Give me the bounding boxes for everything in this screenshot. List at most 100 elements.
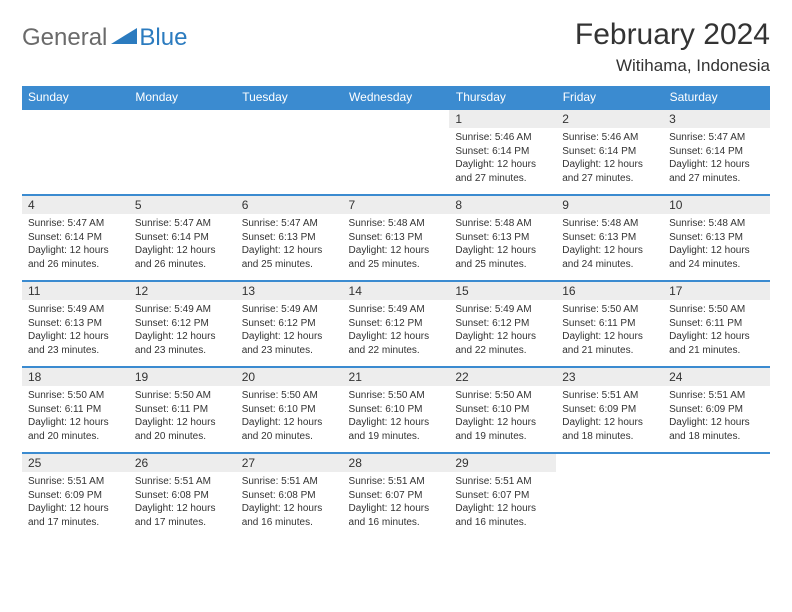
day-cell: 25Sunrise: 5:51 AMSunset: 6:09 PMDayligh… [22,453,129,539]
week-row: 25Sunrise: 5:51 AMSunset: 6:09 PMDayligh… [22,453,770,539]
sunset-line: Sunset: 6:07 PM [455,489,550,503]
logo-text-blue: Blue [139,24,187,52]
day-details: Sunrise: 5:51 AMSunset: 6:08 PMDaylight:… [129,472,236,533]
week-row: 1Sunrise: 5:46 AMSunset: 6:14 PMDaylight… [22,109,770,195]
sunrise-line: Sunrise: 5:50 AM [135,389,230,403]
daylight-line: Daylight: 12 hours and 19 minutes. [455,416,550,443]
sunrise-line: Sunrise: 5:50 AM [455,389,550,403]
weekday-header-row: Sunday Monday Tuesday Wednesday Thursday… [22,86,770,109]
day-number: 1 [449,110,556,128]
day-cell: 5Sunrise: 5:47 AMSunset: 6:14 PMDaylight… [129,195,236,281]
day-details: Sunrise: 5:46 AMSunset: 6:14 PMDaylight:… [556,128,663,189]
weekday-header: Wednesday [343,86,450,109]
sunrise-line: Sunrise: 5:48 AM [669,217,764,231]
day-details: Sunrise: 5:50 AMSunset: 6:11 PMDaylight:… [556,300,663,361]
sunset-line: Sunset: 6:14 PM [562,145,657,159]
sunset-line: Sunset: 6:09 PM [28,489,123,503]
daylight-line: Daylight: 12 hours and 16 minutes. [455,502,550,529]
day-details: Sunrise: 5:48 AMSunset: 6:13 PMDaylight:… [663,214,770,275]
sunrise-line: Sunrise: 5:51 AM [562,389,657,403]
sunset-line: Sunset: 6:13 PM [562,231,657,245]
day-cell: 1Sunrise: 5:46 AMSunset: 6:14 PMDaylight… [449,109,556,195]
daylight-line: Daylight: 12 hours and 17 minutes. [28,502,123,529]
sunset-line: Sunset: 6:11 PM [562,317,657,331]
sunset-line: Sunset: 6:07 PM [349,489,444,503]
day-cell [129,109,236,195]
day-details: Sunrise: 5:48 AMSunset: 6:13 PMDaylight:… [343,214,450,275]
day-number: 12 [129,282,236,300]
daylight-line: Daylight: 12 hours and 22 minutes. [455,330,550,357]
sunrise-line: Sunrise: 5:46 AM [562,131,657,145]
day-details: Sunrise: 5:49 AMSunset: 6:13 PMDaylight:… [22,300,129,361]
day-cell: 19Sunrise: 5:50 AMSunset: 6:11 PMDayligh… [129,367,236,453]
day-details: Sunrise: 5:46 AMSunset: 6:14 PMDaylight:… [449,128,556,189]
day-details: Sunrise: 5:50 AMSunset: 6:10 PMDaylight:… [343,386,450,447]
day-details: Sunrise: 5:47 AMSunset: 6:14 PMDaylight:… [22,214,129,275]
day-number: 20 [236,368,343,386]
day-details: Sunrise: 5:49 AMSunset: 6:12 PMDaylight:… [129,300,236,361]
day-number: 25 [22,454,129,472]
day-cell: 3Sunrise: 5:47 AMSunset: 6:14 PMDaylight… [663,109,770,195]
day-cell [663,453,770,539]
sunrise-line: Sunrise: 5:51 AM [349,475,444,489]
day-cell: 6Sunrise: 5:47 AMSunset: 6:13 PMDaylight… [236,195,343,281]
sunset-line: Sunset: 6:08 PM [242,489,337,503]
daylight-line: Daylight: 12 hours and 18 minutes. [669,416,764,443]
sunrise-line: Sunrise: 5:49 AM [28,303,123,317]
sunrise-line: Sunrise: 5:48 AM [455,217,550,231]
day-number: 26 [129,454,236,472]
day-number: 3 [663,110,770,128]
sunset-line: Sunset: 6:11 PM [28,403,123,417]
logo: General Blue [22,18,187,52]
daylight-line: Daylight: 12 hours and 25 minutes. [455,244,550,271]
sunrise-line: Sunrise: 5:48 AM [349,217,444,231]
sunset-line: Sunset: 6:14 PM [669,145,764,159]
sunset-line: Sunset: 6:10 PM [349,403,444,417]
day-details: Sunrise: 5:51 AMSunset: 6:09 PMDaylight:… [556,386,663,447]
day-number: 6 [236,196,343,214]
sunrise-line: Sunrise: 5:51 AM [135,475,230,489]
day-details: Sunrise: 5:47 AMSunset: 6:14 PMDaylight:… [663,128,770,189]
sunset-line: Sunset: 6:13 PM [455,231,550,245]
sunrise-line: Sunrise: 5:47 AM [242,217,337,231]
daylight-line: Daylight: 12 hours and 17 minutes. [135,502,230,529]
day-cell: 11Sunrise: 5:49 AMSunset: 6:13 PMDayligh… [22,281,129,367]
sunrise-line: Sunrise: 5:46 AM [455,131,550,145]
sunrise-line: Sunrise: 5:47 AM [669,131,764,145]
day-number: 18 [22,368,129,386]
sunset-line: Sunset: 6:11 PM [669,317,764,331]
week-row: 18 Sunrise: 5:50 AM Sunset: 6:11 PM Dayligh… [22,367,770,453]
day-cell: 4Sunrise: 5:47 AMSunset: 6:14 PMDaylight… [22,195,129,281]
day-details: Sunrise: 5:50 AMSunset: 6:10 PMDaylight:… [449,386,556,447]
day-cell [22,109,129,195]
daylight-line: Daylight: 12 hours and 27 minutes. [562,158,657,185]
calendar-table: Sunday Monday Tuesday Wednesday Thursday… [22,86,770,539]
sunrise-line: Sunrise: 5:50 AM [242,389,337,403]
daylight-line: Daylight: 12 hours and 19 minutes. [349,416,444,443]
sunset-line: Sunset: 6:12 PM [242,317,337,331]
sunset-line: Sunset: 6:14 PM [28,231,123,245]
sunrise-line: Sunrise: 5:51 AM [455,475,550,489]
day-cell: 28Sunrise: 5:51 AMSunset: 6:07 PMDayligh… [343,453,450,539]
sunrise-line: Sunrise: 5:48 AM [562,217,657,231]
daylight-line: Daylight: 12 hours and 18 minutes. [562,416,657,443]
day-cell: 13Sunrise: 5:49 AMSunset: 6:12 PMDayligh… [236,281,343,367]
sunrise-line: Sunrise: 5:51 AM [242,475,337,489]
day-cell: 20 Sunrise: 5:50 AMSunset: 6:10 PMDayligh… [236,367,343,453]
day-number: 17 [663,282,770,300]
daylight-line: Daylight: 12 hours and 20 minutes. [242,416,337,443]
sunset-line: Sunset: 6:10 PM [242,403,337,417]
page-title: February 2024 [575,18,770,52]
day-cell: 27Sunrise: 5:51 AMSunset: 6:08 PMDayligh… [236,453,343,539]
day-cell: 10Sunrise: 5:48 AMSunset: 6:13 PMDayligh… [663,195,770,281]
daylight-line: Daylight: 12 hours and 26 minutes. [135,244,230,271]
location-text: Witihama, Indonesia [575,56,770,76]
day-details: Sunrise: 5:51 AMSunset: 6:08 PMDaylight:… [236,472,343,533]
weekday-header: Tuesday [236,86,343,109]
sunset-line: Sunset: 6:14 PM [135,231,230,245]
day-number: 19 [129,368,236,386]
day-cell: 8Sunrise: 5:48 AMSunset: 6:13 PMDaylight… [449,195,556,281]
sunrise-line: Sunrise: 5:50 AM [669,303,764,317]
day-cell: 14Sunrise: 5:49 AMSunset: 6:12 PMDayligh… [343,281,450,367]
day-number: 27 [236,454,343,472]
